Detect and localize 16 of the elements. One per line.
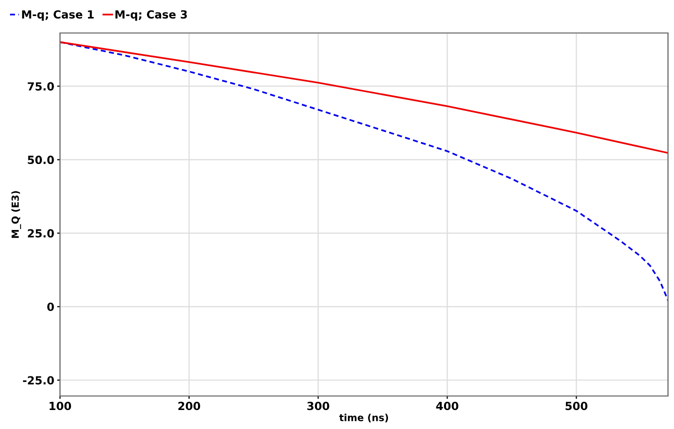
y-tick-label: 50.0 [28,156,54,164]
x-tick-label: 100 [50,402,72,410]
y-axis-title: M_Q (E3) [11,191,22,238]
line-series [60,41,668,154]
x-tick-label: 400 [436,402,458,410]
y-tick-label: 75.0 [28,82,54,91]
x-tick-label: 300 [307,402,330,410]
x-tick-label: 500 [566,402,588,410]
y-tick-label: 25.0 [28,229,54,238]
legend-label: M-q; Case 3 [115,10,187,21]
y-tick-label: -25.0 [23,376,54,385]
y-tick-label: 0 [47,302,54,312]
x-tick-label: 200 [178,402,200,410]
x-axis-title: time (ns) [339,414,388,422]
legend-label: M-q; Case 1 [22,10,94,21]
line-series [60,41,668,302]
